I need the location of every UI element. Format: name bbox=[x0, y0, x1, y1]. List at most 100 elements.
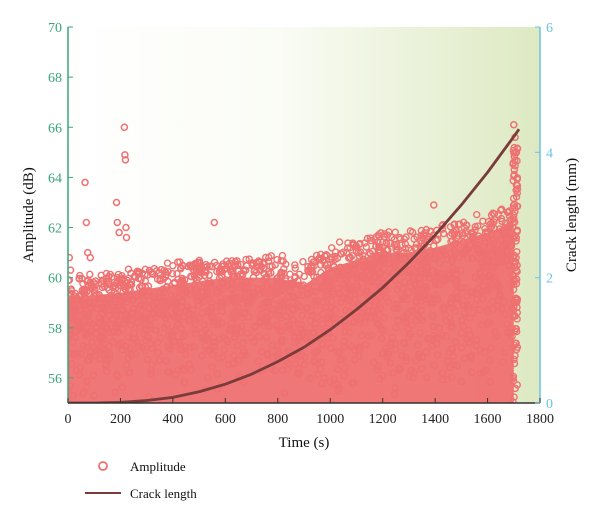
amplitude-point bbox=[377, 285, 386, 293]
amplitude-point bbox=[370, 312, 379, 320]
amplitude-point bbox=[504, 329, 512, 337]
amplitude-point bbox=[483, 305, 491, 313]
amplitude-point bbox=[115, 228, 123, 237]
amplitude-point bbox=[228, 257, 236, 265]
amplitude-point bbox=[428, 312, 437, 320]
amplitude-point bbox=[291, 360, 300, 368]
amplitude-point bbox=[128, 290, 136, 299]
amplitude-point bbox=[198, 334, 207, 342]
amplitude-point bbox=[435, 324, 443, 332]
amplitude-point bbox=[475, 275, 483, 284]
amplitude-point bbox=[137, 292, 146, 300]
amplitude-point bbox=[333, 284, 342, 293]
amplitude-point bbox=[241, 308, 249, 317]
amplitude-point bbox=[331, 305, 340, 314]
amplitude-point bbox=[349, 379, 358, 387]
amplitude-point bbox=[178, 365, 186, 373]
amplitude-point bbox=[405, 333, 413, 341]
amplitude-point bbox=[342, 276, 351, 284]
amplitude-point bbox=[284, 293, 293, 301]
amplitude-point bbox=[180, 378, 189, 387]
amplitude-point bbox=[513, 308, 521, 317]
amplitude-point bbox=[312, 251, 321, 260]
amplitude-point bbox=[294, 300, 302, 308]
amplitude-point bbox=[300, 272, 308, 281]
amplitude-point bbox=[257, 318, 265, 327]
x-tick-label: 1400 bbox=[421, 412, 449, 427]
amplitude-point bbox=[318, 282, 326, 290]
amplitude-point bbox=[314, 359, 322, 367]
x-tick-label: 0 bbox=[65, 412, 72, 427]
amplitude-point bbox=[463, 300, 472, 309]
amplitude-point bbox=[244, 297, 253, 305]
amplitude-point bbox=[412, 356, 420, 365]
amplitude-point bbox=[510, 200, 519, 208]
amplitude-point bbox=[333, 268, 341, 276]
x-tick-label: 1600 bbox=[474, 412, 502, 427]
amplitude-point bbox=[366, 278, 375, 286]
amplitude-point bbox=[71, 328, 79, 336]
amplitude-point bbox=[86, 327, 94, 336]
amplitude-point bbox=[198, 352, 206, 360]
amplitude-point bbox=[250, 293, 259, 301]
amplitude-point bbox=[228, 313, 237, 321]
amplitude-point bbox=[294, 277, 302, 285]
left-tick-label: 58 bbox=[48, 322, 62, 337]
amplitude-point bbox=[91, 277, 100, 285]
amplitude-point bbox=[232, 312, 241, 321]
amplitude-point bbox=[312, 347, 321, 356]
amplitude-point bbox=[402, 357, 410, 365]
amplitude-point bbox=[240, 309, 248, 318]
amplitude-point bbox=[225, 326, 234, 335]
amplitude-point bbox=[373, 366, 381, 374]
amplitude-point bbox=[102, 269, 111, 278]
amplitude-point bbox=[289, 298, 298, 306]
amplitude-point bbox=[343, 263, 351, 271]
amplitude-point bbox=[457, 344, 466, 352]
amplitude-point bbox=[449, 264, 457, 272]
amplitude-point bbox=[180, 312, 188, 320]
amplitude-point bbox=[430, 361, 439, 369]
amplitude-point bbox=[511, 384, 520, 393]
amplitude-point bbox=[231, 261, 240, 270]
x-tick-label: 400 bbox=[162, 412, 183, 427]
legend-amplitude-marker bbox=[98, 461, 108, 471]
x-tick-label: 1800 bbox=[526, 412, 554, 427]
amplitude-point bbox=[473, 241, 482, 249]
right-tick-label: 4 bbox=[546, 146, 553, 161]
amplitude-point bbox=[509, 372, 518, 381]
amplitude-point bbox=[206, 346, 214, 355]
amplitude-point bbox=[213, 316, 222, 324]
amplitude-point bbox=[418, 258, 427, 267]
amplitude-point bbox=[439, 229, 448, 238]
amplitude-point bbox=[122, 285, 130, 294]
amplitude-point bbox=[513, 185, 522, 193]
amplitude-point bbox=[412, 240, 421, 248]
amplitude-point bbox=[215, 354, 223, 362]
amplitude-point bbox=[151, 294, 159, 303]
amplitude-point bbox=[131, 350, 140, 358]
amplitude-point bbox=[88, 337, 96, 346]
amplitude-point bbox=[167, 292, 176, 300]
amplitude-point bbox=[368, 331, 376, 340]
amplitude-point bbox=[369, 358, 378, 367]
amplitude-point bbox=[243, 329, 252, 337]
amplitude-point bbox=[233, 257, 241, 265]
amplitude-point bbox=[238, 277, 247, 285]
amplitude-point bbox=[391, 228, 399, 236]
amplitude-point bbox=[97, 316, 106, 325]
amplitude-point bbox=[83, 378, 91, 386]
amplitude-point bbox=[374, 320, 382, 328]
amplitude-point bbox=[103, 348, 111, 356]
amplitude-point bbox=[247, 334, 256, 342]
amplitude-point bbox=[200, 321, 209, 329]
amplitude-point bbox=[161, 268, 170, 276]
amplitude-point bbox=[266, 285, 274, 294]
amplitude-point bbox=[388, 333, 396, 342]
amplitude-point bbox=[477, 288, 486, 297]
amplitude-point bbox=[138, 314, 146, 322]
amplitude-point bbox=[277, 314, 285, 322]
amplitude-point bbox=[151, 326, 159, 334]
amplitude-point bbox=[203, 290, 211, 298]
x-axis-title: Time (s) bbox=[279, 435, 330, 451]
